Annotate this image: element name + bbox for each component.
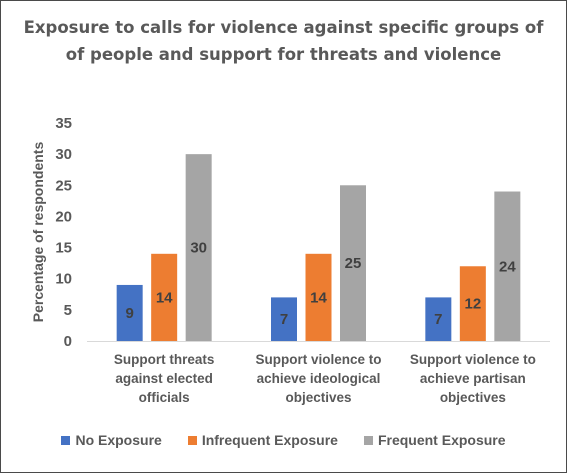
legend-label: Frequent Exposure — [377, 432, 506, 448]
legend: No Exposure Infrequent Exposure Frequent E… — [0, 432, 567, 448]
bar — [151, 253, 178, 341]
chart-title: Exposure to calls for violence against s… — [23, 18, 544, 64]
data-label: 14 — [156, 289, 173, 306]
legend-item: Frequent Exposure — [363, 432, 506, 448]
data-label: 9 — [125, 305, 133, 322]
y-tick-label: 15 — [55, 240, 72, 257]
y-tick-label: 30 — [55, 146, 72, 163]
bar — [459, 266, 486, 341]
category-label: Support violence to achieve partisan objec… — [410, 352, 536, 405]
data-label: 7 — [434, 311, 442, 328]
y-tick-label: 0 — [64, 333, 72, 350]
bar — [271, 297, 297, 341]
data-label: 7 — [280, 311, 288, 328]
data-label: 12 — [464, 296, 481, 313]
data-label: 30 — [190, 240, 207, 257]
legend-swatch — [363, 435, 373, 445]
bar — [340, 185, 366, 341]
legend-item: Infrequent Exposure — [187, 432, 338, 448]
legend-item: No Exposure — [61, 432, 162, 448]
data-label: 24 — [499, 258, 516, 275]
y-axis: 0 5 10 15 20 25 30 35 — [55, 115, 72, 350]
legend-swatch — [187, 435, 197, 445]
category-label: Support threats against elected officials — [114, 352, 215, 405]
y-tick-label: 20 — [55, 208, 72, 225]
data-label: 25 — [345, 255, 362, 272]
y-tick-label: 5 — [64, 302, 72, 319]
x-axis: Support threats against elected officials S… — [87, 341, 550, 405]
y-tick-label: 35 — [55, 115, 72, 132]
legend-swatch — [61, 435, 71, 445]
data-labels: 9 14 30 7 14 25 7 12 24 — [125, 240, 516, 329]
bar — [185, 154, 212, 341]
bar — [425, 297, 452, 341]
category-label: Support violence to achieve ideological ob… — [255, 352, 381, 405]
legend-label: No Exposure — [75, 432, 162, 448]
data-label: 14 — [310, 289, 327, 306]
legend-label: Infrequent Exposure — [201, 432, 338, 448]
bars — [116, 154, 521, 341]
bar — [116, 284, 143, 341]
bar — [305, 253, 332, 341]
y-tick-label: 10 — [55, 271, 72, 288]
y-tick-label: 25 — [55, 177, 72, 194]
y-axis-label: Percentage of respondents — [30, 142, 46, 323]
bar — [494, 191, 521, 341]
